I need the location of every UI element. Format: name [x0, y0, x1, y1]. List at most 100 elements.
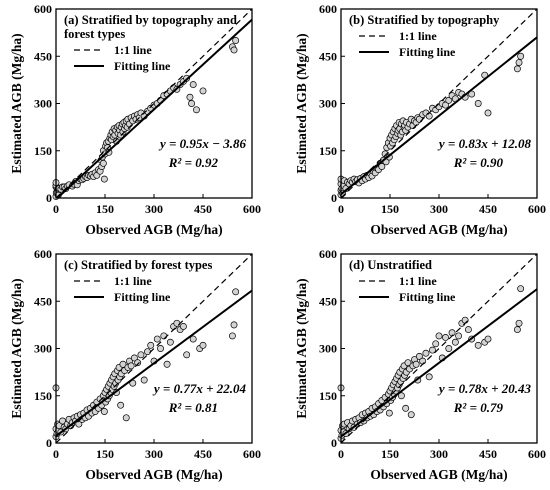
scatter-point: [464, 326, 472, 334]
scatter-point: [189, 81, 197, 89]
scatter-series: [337, 52, 525, 199]
x-tick-label: 300: [145, 447, 163, 461]
x-tick-label: 0: [53, 447, 59, 461]
scatter-point: [513, 65, 521, 73]
x-tick-label: 450: [194, 202, 212, 216]
legend-label-fitting-line: Fitting line: [399, 290, 456, 304]
scatter-point: [425, 373, 433, 381]
scatter-point: [402, 404, 410, 412]
panel-title: (d) Unstratified: [349, 258, 432, 272]
chart-panel-d: 00 150 150 300 300 450 450 600 600 Observed AGB (…: [294, 247, 546, 482]
y-axis-label: Estimated AGB (Mg/ha): [294, 33, 309, 173]
scatter-point: [378, 163, 386, 170]
scatter-point: [415, 352, 423, 360]
scatter-point: [451, 338, 459, 346]
scatter-point: [144, 348, 151, 356]
y-tick-label: 450: [319, 49, 337, 63]
scatter-point: [137, 351, 145, 359]
panel-title: (c) Stratified by forest types: [64, 258, 212, 272]
scatter-point: [199, 341, 207, 349]
scatter-point: [515, 319, 523, 327]
scatter-point: [432, 340, 440, 348]
x-tick-label: 150: [96, 447, 114, 461]
x-tick-label: 0: [338, 447, 344, 461]
scatter-point: [160, 332, 168, 340]
y-tick-label: 0: [331, 191, 337, 205]
scatter-point: [397, 392, 405, 400]
scatter-point: [100, 408, 108, 415]
scatter-point: [435, 332, 443, 340]
y-tick-label: 600: [319, 2, 337, 16]
scatter-point: [122, 414, 130, 422]
x-tick-label: 0: [338, 202, 344, 216]
scatter-point: [412, 360, 420, 368]
chart-panel-a: 00 150 150 300 300 450 450 600 600 Observed AGB (…: [9, 2, 261, 237]
chart-panel-b: 00 150 150 300 300 450 450 600 600 Observed AGB (…: [294, 2, 546, 237]
scatter-point: [134, 359, 142, 367]
x-tick-label: 600: [528, 447, 546, 461]
y-tick-label: 450: [34, 49, 52, 63]
r-squared-label: R² = 0.81: [168, 400, 218, 415]
x-axis-label: Observed AGB (Mg/ha): [370, 467, 507, 482]
legend-label-fitting-line: Fitting line: [114, 59, 171, 73]
reference-lines: [341, 9, 537, 198]
panel-title: forest types: [64, 27, 125, 41]
scatter-point: [468, 90, 476, 98]
reference-lines: [56, 254, 252, 443]
reference-lines: [56, 9, 252, 198]
scatter-point: [419, 357, 427, 365]
y-tick-label: 300: [319, 97, 337, 111]
scatter-point: [404, 359, 412, 367]
scatter-point: [147, 341, 155, 349]
scatter-point: [448, 329, 456, 337]
y-tick-label: 0: [331, 436, 337, 450]
scatter-point: [429, 346, 436, 354]
scatter-point: [385, 409, 393, 417]
x-tick-label: 150: [96, 202, 114, 216]
scatter-point: [474, 100, 482, 107]
legend-label-one-to-one: 1:1 line: [114, 274, 152, 288]
scatter-point: [484, 109, 492, 117]
x-tick-label: 600: [243, 202, 261, 216]
r-squared-label: R² = 0.79: [453, 400, 504, 415]
y-tick-label: 150: [34, 144, 52, 158]
scatter-point: [188, 100, 196, 107]
scatter-point: [230, 46, 238, 54]
y-tick-label: 450: [319, 294, 337, 308]
x-tick-label: 150: [381, 447, 399, 461]
r-squared-label: R² = 0.90: [453, 155, 504, 170]
y-tick-label: 450: [34, 294, 52, 308]
x-tick-label: 450: [479, 447, 497, 461]
scatter-point: [130, 354, 138, 362]
legend-label-one-to-one: 1:1 line: [399, 29, 437, 43]
one-to-one-line: [341, 9, 537, 198]
legend-label-fitting-line: Fitting line: [399, 45, 456, 59]
legend-label-one-to-one: 1:1 line: [114, 43, 152, 57]
regression-equation: y = 0.78x + 20.43: [437, 381, 532, 396]
y-tick-label: 600: [34, 247, 52, 261]
x-tick-label: 300: [430, 447, 448, 461]
scatter-point: [513, 326, 521, 334]
scatter-point: [515, 59, 523, 67]
scatter-point: [517, 285, 525, 293]
scatter-point: [127, 362, 135, 370]
x-tick-label: 450: [194, 447, 212, 461]
scatter-point: [117, 401, 125, 409]
scatter-point: [186, 93, 194, 101]
r-squared-label: R² = 0.92: [168, 155, 219, 170]
y-tick-label: 300: [34, 97, 52, 111]
scatter-point: [232, 37, 240, 44]
x-axis-label: Observed AGB (Mg/ha): [85, 222, 222, 237]
fitting-line: [56, 289, 252, 437]
scatter-point: [199, 87, 207, 95]
scatter-point: [517, 52, 525, 60]
scatter-point: [99, 159, 107, 167]
y-tick-label: 600: [34, 2, 52, 16]
y-axis-label: Estimated AGB (Mg/ha): [294, 278, 309, 418]
scatter-point: [183, 351, 191, 359]
y-tick-label: 300: [319, 342, 337, 356]
scatter-point: [442, 101, 449, 109]
reference-lines: [341, 254, 537, 443]
scatter-point: [140, 376, 148, 384]
